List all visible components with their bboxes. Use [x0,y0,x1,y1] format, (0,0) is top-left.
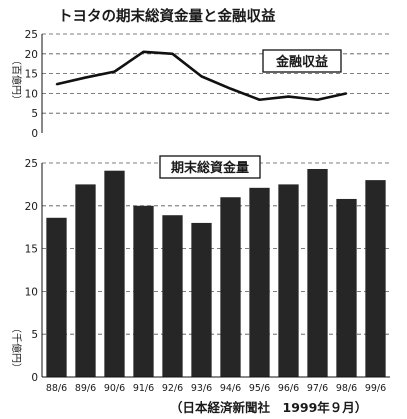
x-tick-label: 93/6 [191,383,212,394]
x-tick-label: 94/6 [220,383,241,394]
bar-94/6 [220,197,241,377]
top-ytick-label: 5 [31,108,38,120]
bottom-ylabel: （千億円） [10,323,23,373]
x-tick-label: 98/6 [336,383,357,394]
bottom-ytick-label: 25 [25,158,38,170]
top-ylabel: （百億円） [10,55,23,105]
x-tick-label: 90/6 [104,383,125,394]
x-tick-label: 91/6 [133,383,154,394]
label-layer: トヨタの期末総資金量と金融収益 （日本経済新聞社 1999年９月） （百億円） … [10,7,367,415]
line-point [142,51,145,53]
bar-91/6 [133,205,154,377]
bottom-ytick-label: 20 [25,201,38,213]
line-point [258,98,261,101]
bar-98/6 [336,198,357,377]
line-series-label-box [262,49,342,73]
axis-layer: 0 5 10 15 20 25 0 5 10 15 20 25 88/6 89/6 90/6 91/6 92/6… [25,29,390,394]
line-series-label: 金融収益 [275,54,328,70]
bottom-ytick-label: 5 [31,329,38,341]
x-tick-label: 95/6 [249,383,270,394]
bar-92/6 [162,215,183,377]
x-tick-label: 96/6 [278,383,299,394]
bar-90/6 [104,170,125,377]
bar-89/6 [75,184,96,377]
x-tick-label: 97/6 [307,383,328,394]
top-ytick-label: 15 [25,69,38,81]
top-ytick-label: 25 [25,29,38,41]
bottom-ytick-label: 0 [31,372,38,384]
bar-93/6 [191,222,212,377]
bar-97/6 [307,168,328,377]
bottom-ytick-label: 15 [25,244,38,256]
line-point [287,95,290,98]
bar-95/6 [249,187,270,377]
x-tick-label: 99/6 [365,383,386,394]
line-point [316,98,319,101]
line-point [55,83,58,86]
top-ytick-label: 0 [31,128,38,140]
line-point [171,53,174,55]
line-point [229,87,232,90]
bar-88/6 [46,217,67,377]
bar-series-label: 期末総資金量 [171,160,249,176]
chart-title: トヨタの期末総資金量と金融収益 [58,7,276,25]
x-tick-label: 89/6 [75,383,96,394]
bars-layer [46,168,386,377]
line-point [113,70,116,73]
x-tick-label: 88/6 [46,383,67,394]
top-ytick-label: 10 [25,88,38,100]
bar-99/6 [365,180,386,377]
line-point [84,76,87,79]
x-tick-label: 92/6 [162,383,183,394]
line-point [200,75,203,78]
top-ytick-label: 20 [25,49,38,61]
bottom-ytick-label: 10 [25,286,38,298]
bar-series-label-box [159,155,261,179]
bar-96/6 [278,184,299,377]
source-caption: （日本経済新聞社 1999年９月） [170,400,367,415]
line-point [345,92,348,95]
